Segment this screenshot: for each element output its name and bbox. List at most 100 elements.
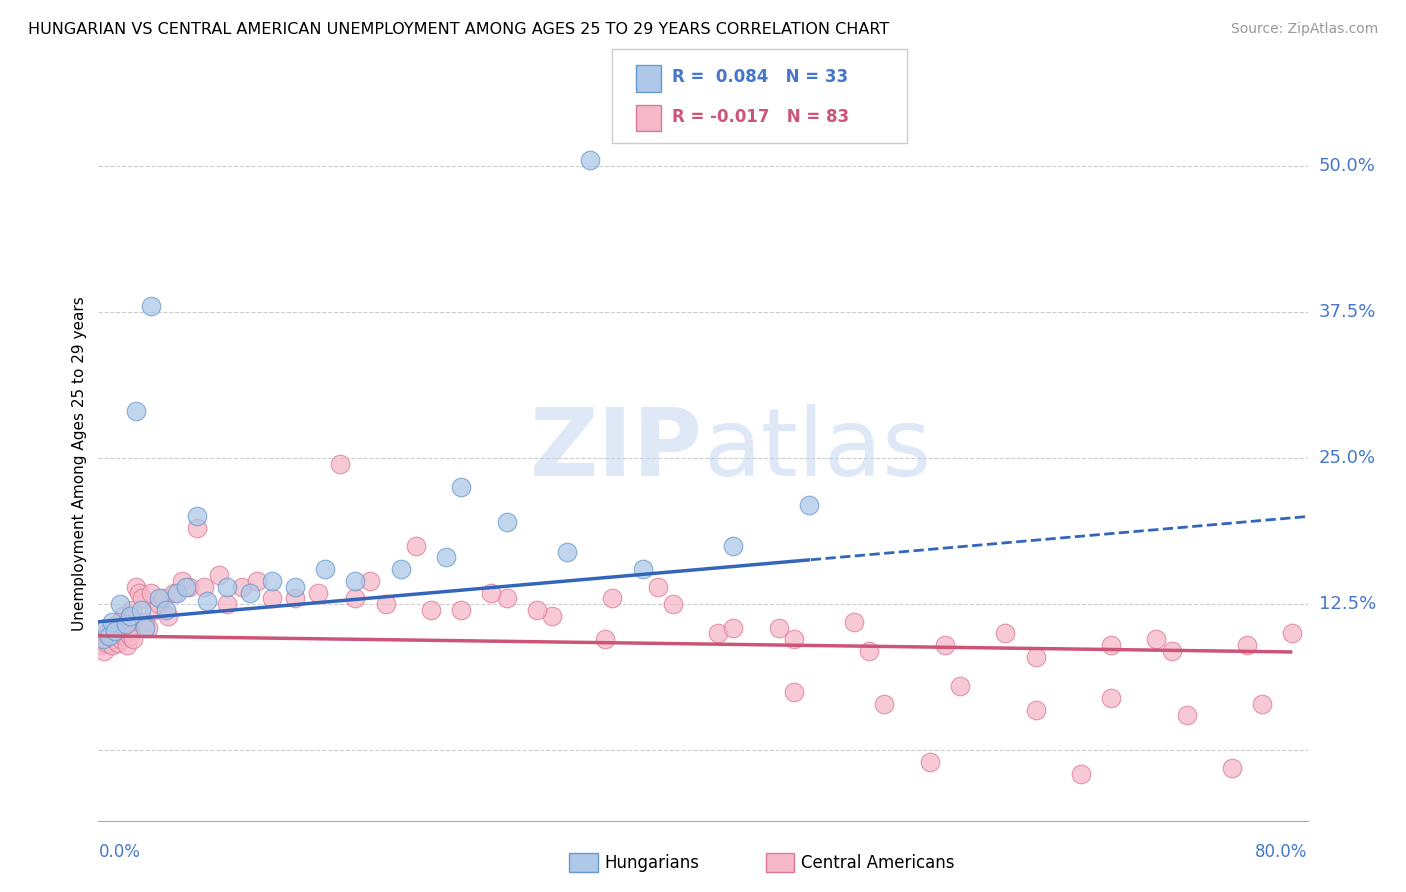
Point [114,617,136,632]
Point [129,603,152,617]
Point [593,632,616,647]
Text: Hungarians: Hungarians [605,854,700,871]
Point [284,580,307,594]
Point [105,617,128,632]
Point [231,580,253,594]
Point [115,638,138,652]
Point [602,591,624,606]
Point [1024,702,1046,716]
Point [360,574,382,588]
Point [104,624,127,639]
Point [141,299,163,313]
Point [186,521,208,535]
Point [314,562,336,576]
Point [112,629,135,643]
Point [90,638,112,652]
Point [782,632,804,647]
Point [156,608,179,623]
Point [1144,632,1167,647]
Point [578,153,600,167]
Point [134,621,156,635]
Point [858,644,880,658]
Point [949,679,972,693]
Point [540,608,562,623]
Point [155,603,177,617]
Point [1070,767,1092,781]
Point [661,597,683,611]
Point [934,638,956,652]
Point [768,621,790,635]
Point [723,539,745,553]
Point [994,626,1017,640]
Point [193,580,215,594]
Text: 50.0%: 50.0% [1319,156,1375,175]
Point [344,591,367,606]
Point [434,550,457,565]
Point [420,603,443,617]
Point [389,562,412,576]
Point [148,591,170,606]
Point [495,516,517,530]
Point [631,562,654,576]
Point [329,457,352,471]
Point [108,626,131,640]
Point [101,615,124,629]
Point [707,626,730,640]
Point [94,621,117,635]
Y-axis label: Unemployment Among Ages 25 to 29 years: Unemployment Among Ages 25 to 29 years [72,296,87,632]
Point [134,615,156,629]
Point [108,597,131,611]
Point [174,580,197,594]
Point [450,603,472,617]
Text: 37.5%: 37.5% [1319,302,1376,321]
Text: R = -0.017   N = 83: R = -0.017 N = 83 [672,108,849,126]
Point [166,585,188,599]
Point [918,755,941,769]
Point [208,568,231,582]
Point [215,580,238,594]
Point [262,574,284,588]
Point [246,574,269,588]
Point [128,585,150,599]
Point [114,624,136,639]
Point [110,632,132,647]
Point [186,509,208,524]
Point [121,603,143,617]
Point [1160,644,1182,658]
Text: Source: ZipAtlas.com: Source: ZipAtlas.com [1230,22,1378,37]
Point [96,636,118,650]
Point [1024,649,1046,664]
Text: 0.0%: 0.0% [98,843,141,861]
Point [873,697,896,711]
Point [107,636,129,650]
Point [1236,638,1258,652]
Point [122,632,145,647]
Point [844,615,866,629]
Point [1099,690,1122,705]
Point [125,580,148,594]
Point [262,591,284,606]
Point [526,603,548,617]
Point [103,624,125,639]
Point [163,585,186,599]
Text: 25.0%: 25.0% [1319,449,1376,467]
Text: 12.5%: 12.5% [1319,595,1376,613]
Point [374,597,396,611]
Point [239,585,262,599]
Point [284,591,307,606]
Point [481,585,503,599]
Point [98,629,121,643]
Point [141,585,163,599]
Point [344,574,367,588]
Point [120,608,142,623]
Point [93,644,115,658]
Point [94,626,117,640]
Point [104,632,127,647]
Point [131,591,153,606]
Point [307,585,329,599]
Point [101,638,124,652]
Point [100,621,122,635]
Text: ZIP: ZIP [530,403,703,496]
Point [136,621,159,635]
Point [125,404,148,418]
